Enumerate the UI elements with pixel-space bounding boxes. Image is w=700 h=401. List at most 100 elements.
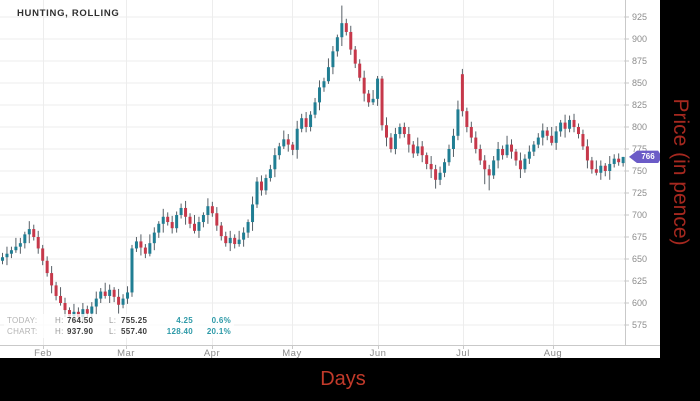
candle-up [318, 87, 322, 103]
candle-down [112, 289, 116, 297]
candle-up [251, 204, 255, 223]
stats-chart-high-value: 937.90 [67, 327, 94, 336]
candle-down [581, 134, 585, 147]
candle-down [425, 155, 429, 164]
candle-up [554, 131, 558, 143]
stats-chart-low-key: L: [109, 327, 117, 336]
candle-down [67, 310, 71, 317]
stats-row-today: TODAY: H: 764.50 L: 755.25 4.25 0.6% [7, 315, 231, 326]
y-tick-label: 800 [632, 122, 647, 132]
stats-today-low-value: 755.25 [121, 316, 148, 325]
y-tick-label: 825 [632, 100, 647, 110]
candle-up [99, 291, 103, 299]
candle-down [184, 207, 188, 217]
candle-up [130, 248, 134, 293]
candle-down [259, 181, 263, 191]
candle-down [550, 135, 554, 143]
candle-down [380, 78, 384, 126]
stats-chart-low-value: 557.40 [121, 327, 148, 336]
candle-down [291, 144, 295, 150]
candle-down [117, 296, 121, 305]
candle-up [322, 81, 326, 88]
candle-up [443, 162, 447, 173]
candle-up [126, 292, 130, 299]
stats-chart-label: CHART: [7, 327, 38, 336]
candle-up [398, 127, 402, 135]
candle-down [143, 247, 147, 254]
candle-down [63, 303, 67, 311]
candle-up [541, 130, 545, 138]
stats-today-label: TODAY: [7, 316, 38, 325]
candle-up [255, 181, 259, 205]
x-axis-band: Days [0, 358, 700, 401]
candle-down [353, 49, 357, 64]
candle-down [572, 119, 576, 127]
candle-down [389, 137, 393, 149]
candle-up [300, 118, 304, 129]
candle-up [27, 229, 31, 235]
candle-down [219, 225, 223, 237]
candle-down [188, 216, 192, 224]
y-tick-label: 725 [632, 188, 647, 198]
candle-up [228, 237, 232, 244]
candle-up [273, 155, 277, 170]
candle-up [237, 239, 241, 245]
candle-up [14, 246, 18, 251]
y-axis-band: Price (in pence) [660, 0, 700, 358]
chart-plot[interactable]: 925 900 875 850 825 800 775 750 725 700 675 650 625 6… [0, 0, 660, 359]
x-tick-label: Aug [544, 348, 562, 358]
candle-down [304, 118, 308, 127]
candle-down [85, 309, 89, 314]
candle-down [407, 134, 411, 145]
x-axis-title: Days [320, 368, 366, 390]
candle-down [139, 241, 143, 248]
stats-today-high-value: 764.50 [67, 316, 94, 325]
candle-up [456, 109, 460, 136]
candle-up [295, 128, 299, 150]
candle-down [465, 111, 469, 127]
candle-down [344, 23, 348, 32]
candle-down [224, 236, 228, 244]
x-tick-label: May [282, 348, 301, 358]
candle-up [197, 222, 201, 231]
candle-down [483, 160, 487, 170]
candle-up [161, 216, 165, 224]
x-tick-label: Mar [117, 348, 135, 358]
candle-down [32, 229, 36, 237]
candle-down [349, 31, 353, 50]
candle-down [594, 169, 598, 173]
candle-up [152, 232, 156, 244]
stats-chart-change-pct: 20.1% [206, 327, 231, 336]
candle-up [121, 298, 125, 305]
candle-up [264, 178, 268, 191]
candle-up [72, 311, 76, 317]
candle-up [416, 146, 420, 154]
last-price-value: 766 [641, 152, 655, 162]
candle-up [492, 160, 496, 176]
candle-up [201, 215, 205, 223]
candle-up [559, 122, 563, 132]
candle-down [41, 248, 45, 261]
candle-up [277, 146, 281, 156]
candle-down [362, 77, 366, 94]
candle-down [358, 63, 362, 78]
candle-down [210, 206, 214, 214]
x-tick-label: Apr [204, 348, 220, 358]
stats-chart-change: 128.40 [166, 327, 193, 336]
candle-up [599, 165, 603, 173]
candle-up [157, 223, 161, 233]
candle-down [103, 291, 107, 296]
y-tick-label: 775 [632, 144, 647, 154]
candle-down [518, 160, 522, 170]
y-axis-title: Price (in pence) [669, 98, 692, 246]
candle-up [568, 119, 572, 129]
candle-up [148, 243, 152, 254]
stats-today-low-key: L: [109, 316, 117, 325]
candle-down [192, 223, 196, 231]
y-tick-label: 700 [632, 210, 647, 220]
candle-down [215, 213, 219, 226]
candle-up [326, 67, 330, 82]
last-price-tag: 766 [629, 150, 660, 164]
candle-up [340, 23, 344, 38]
candle-down [50, 273, 54, 286]
